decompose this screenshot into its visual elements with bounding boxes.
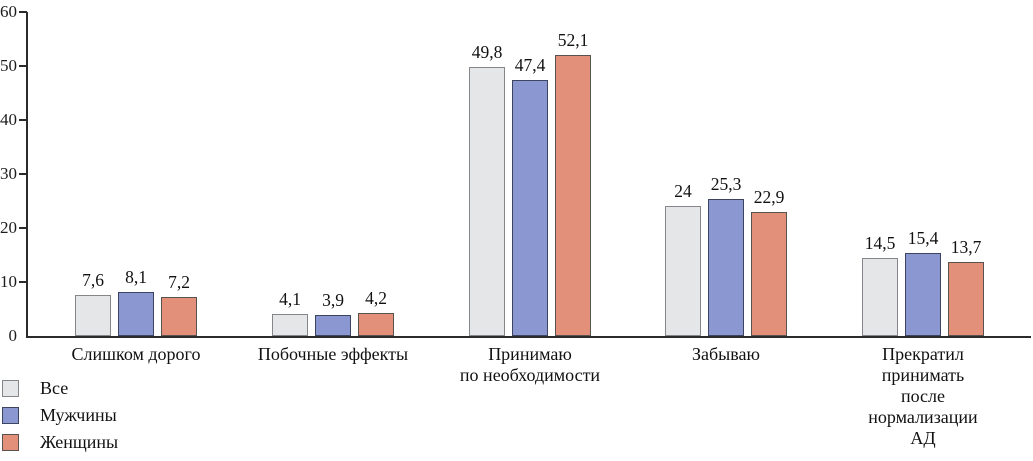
bar-Все-4 <box>862 257 898 336</box>
bar-value-label: 4,1 <box>279 288 301 309</box>
y-axis-line <box>26 12 28 338</box>
bar-value-label: 24 <box>674 181 692 202</box>
bar-Мужчины-2 <box>512 80 548 336</box>
legend: Все Мужчины Женщины <box>2 379 118 451</box>
bar-Все-0 <box>75 294 111 336</box>
bar-Женщины-3 <box>751 212 787 336</box>
legend-swatch-all <box>2 379 19 397</box>
bar-Мужчины-4 <box>905 252 941 336</box>
y-axis-tick <box>19 227 27 229</box>
bar-Мужчины-0 <box>118 292 154 336</box>
legend-label-women: Женщины <box>40 432 119 452</box>
legend-label-all: Все <box>40 378 69 398</box>
y-axis-tick-label: 40 <box>0 110 17 129</box>
bar-value-label: 47,4 <box>514 55 546 76</box>
bar-Мужчины-3 <box>708 199 744 336</box>
bar-value-label: 4,2 <box>365 288 387 309</box>
bar-value-label: 13,7 <box>950 237 982 258</box>
y-axis-tick-label: 10 <box>0 272 17 291</box>
y-axis-tick-label: 50 <box>0 56 17 75</box>
legend-item-all: Все <box>2 379 118 397</box>
y-axis-tick <box>19 119 27 121</box>
legend-swatch-men <box>2 406 19 424</box>
x-axis-category-label: Побочные эффекты <box>257 344 409 364</box>
bar-Все-1 <box>272 313 308 336</box>
x-axis-category-label: Прекратил принимать после нормализации А… <box>868 344 978 448</box>
bar-Женщины-4 <box>948 262 984 336</box>
bar-value-label: 25,3 <box>710 174 742 195</box>
bar-Все-3 <box>665 206 701 336</box>
bar-Женщины-2 <box>555 54 591 336</box>
x-axis-category-label: Забываю <box>692 344 760 364</box>
x-axis-line <box>26 336 1031 338</box>
legend-item-women: Женщины <box>2 433 118 451</box>
bar-value-label: 8,1 <box>125 267 147 288</box>
bar-value-label: 7,2 <box>168 272 190 293</box>
x-axis-category-label: Слишком дорого <box>71 344 201 364</box>
bar-Женщины-1 <box>358 313 394 336</box>
bar-Все-2 <box>469 67 505 336</box>
bar-Женщины-0 <box>161 297 197 336</box>
y-axis-tick <box>19 65 27 67</box>
bar-value-label: 22,9 <box>753 187 785 208</box>
legend-swatch-women <box>2 433 19 451</box>
y-axis-tick-label: 60 <box>0 2 17 21</box>
y-axis-tick <box>19 11 27 13</box>
bar-value-label: 14,5 <box>864 232 896 253</box>
bar-value-label: 15,4 <box>907 227 939 248</box>
y-axis-tick <box>19 173 27 175</box>
bar-value-label: 7,6 <box>82 269 104 290</box>
y-axis-tick-label: 30 <box>0 164 17 183</box>
y-axis-tick <box>19 281 27 283</box>
bar-value-label: 52,1 <box>557 29 589 50</box>
bar-value-label: 49,8 <box>471 42 503 63</box>
legend-item-men: Мужчины <box>2 406 118 424</box>
bar-Мужчины-1 <box>315 314 351 336</box>
legend-label-men: Мужчины <box>40 405 117 425</box>
x-axis-category-label: Принимаю по необходимости <box>459 344 601 385</box>
y-axis-tick-label: 0 <box>8 326 18 345</box>
y-axis-tick-label: 20 <box>0 218 17 237</box>
bar-value-label: 3,9 <box>322 289 344 310</box>
